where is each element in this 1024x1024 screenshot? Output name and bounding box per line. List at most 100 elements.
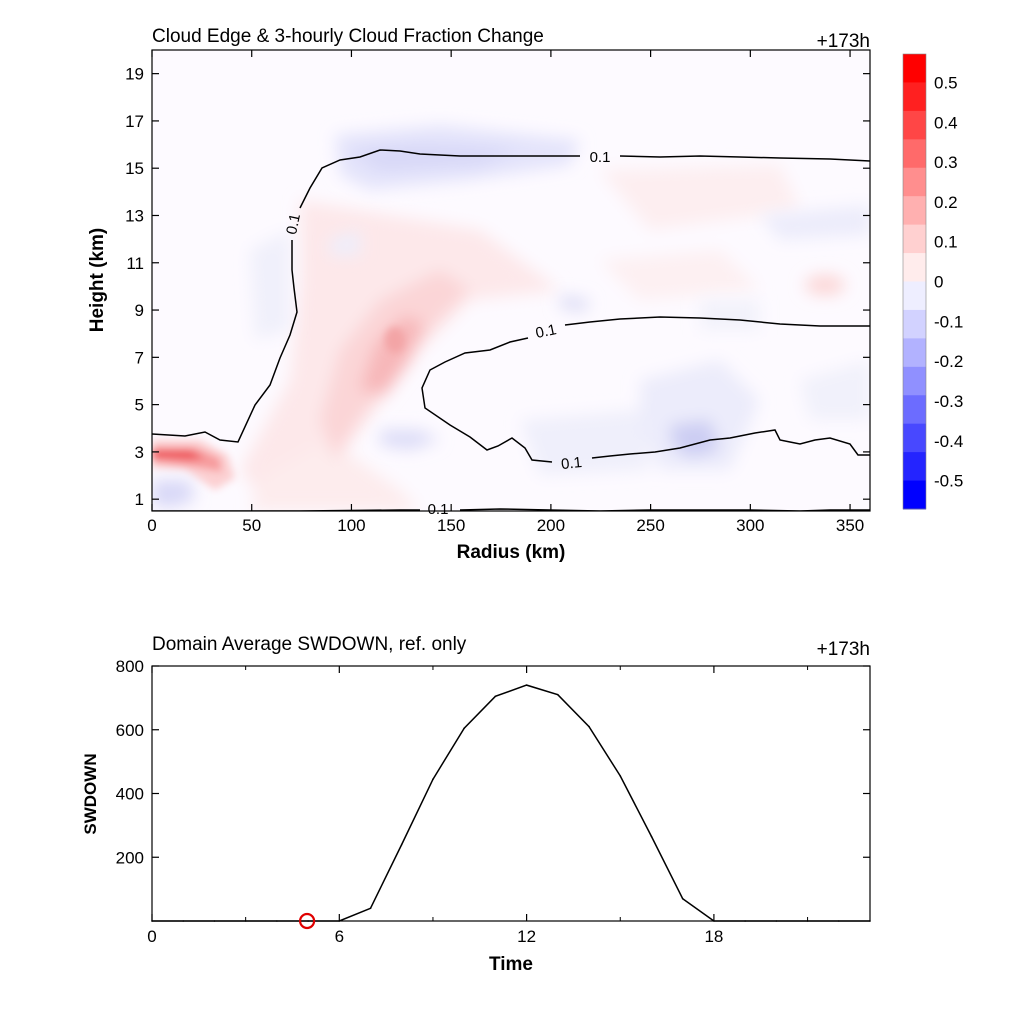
swdown-point [869, 920, 871, 922]
colorbar-label: 0.5 [934, 73, 958, 92]
top-y-axis-label: Height (km) [87, 228, 108, 333]
bottom-y-axis-label: SWDOWN [81, 753, 100, 834]
swdown-point [151, 920, 153, 922]
x-tick-label: 0 [147, 516, 156, 535]
swdown-point [713, 920, 715, 922]
contour-mid-upper [564, 316, 870, 327]
contour-label: 0.1 [590, 149, 611, 166]
swdown-point [588, 725, 590, 728]
x-tick-label: 250 [636, 516, 664, 535]
contour-label: 0.1 [428, 501, 449, 518]
y-tick-label: 800 [116, 657, 144, 676]
swdown-point [525, 684, 528, 686]
cloud-fraction-panel: Cloud Edge & 3-hourly Cloud Fraction Cha… [87, 26, 963, 563]
x-tick-label: 300 [736, 516, 764, 535]
swdown-point [432, 778, 434, 780]
contour-label: 0.1 [560, 454, 583, 473]
colorbar-label: 0.2 [934, 193, 958, 212]
colorbar-frame [902, 53, 927, 510]
y-tick-label: 3 [135, 443, 144, 462]
swdown-point [837, 920, 840, 922]
colorbar-swatch [903, 366, 926, 396]
swdown-point [213, 920, 216, 922]
x-tick-label: 6 [335, 927, 344, 946]
colorbar-swatch [903, 395, 926, 425]
contour-outer-cloud-edge [152, 149, 870, 443]
y-tick-label: 13 [125, 206, 144, 225]
colorbar-label: -0.2 [934, 352, 963, 371]
y-tick-label: 1 [135, 490, 144, 509]
contour-label: 0.1 [283, 212, 304, 236]
x-tick-label: 0 [147, 927, 156, 946]
swdown-point [619, 775, 622, 777]
y-tick-label: 400 [116, 785, 144, 804]
y-tick-label: 17 [125, 112, 144, 131]
bottom-axes: 0 6 12 18 200 400 600 800 [116, 657, 870, 946]
swdown-panel: Domain Average SWDOWN, ref. only +173h 0… [81, 634, 871, 975]
swdown-point [182, 920, 185, 922]
y-tick-label: 200 [116, 848, 144, 867]
bottom-plot-frame [151, 665, 871, 922]
colorbar-swatch [903, 338, 926, 368]
x-tick-label: 18 [704, 927, 723, 946]
x-tick-label: 12 [517, 927, 536, 946]
heatmap-field [152, 50, 870, 511]
y-tick-label: 19 [125, 65, 144, 84]
y-tick-label: 7 [135, 348, 144, 367]
swdown-point [775, 920, 778, 922]
y-tick-label: 600 [116, 721, 144, 740]
colorbar-label: -0.3 [934, 392, 963, 411]
swdown-point [806, 920, 809, 922]
swdown-series-line [152, 684, 870, 922]
swdown-point [338, 920, 341, 922]
y-tick-label: 11 [126, 254, 144, 273]
colorbar-label: 0.3 [934, 153, 958, 172]
x-tick-label: 200 [537, 516, 565, 535]
colorbar-swatch [903, 82, 926, 112]
colorbar-swatch [903, 452, 926, 482]
swdown-point [463, 727, 465, 729]
bottom-chart-time-label: +173h [817, 639, 870, 660]
swdown-point [400, 843, 403, 846]
colorbar-swatch [903, 281, 926, 311]
top-chart-title: Cloud Edge & 3-hourly Cloud Fraction Cha… [152, 26, 544, 47]
colorbar-swatch [903, 309, 926, 339]
y-tick-label: 9 [135, 301, 144, 320]
colorbar-label: 0.1 [934, 233, 958, 252]
colorbar-swatch [903, 224, 926, 254]
swdown-point [307, 920, 309, 922]
bottom-x-axis-label: Time [489, 954, 533, 975]
swdown-point [557, 693, 559, 696]
colorbar-label: -0.5 [934, 472, 963, 491]
bottom-chart-title: Domain Average SWDOWN, ref. only [152, 634, 467, 655]
colorbar-label: -0.1 [934, 312, 963, 331]
swdown-point [744, 920, 746, 922]
y-tick-label: 15 [125, 159, 144, 178]
current-time-marker [298, 912, 316, 930]
colorbar-swatch [903, 167, 926, 197]
colorbar-swatch [903, 253, 926, 282]
swdown-point [681, 897, 684, 900]
colorbar-swatch [903, 196, 926, 226]
y-tick-label: 5 [135, 396, 144, 415]
contour-label: 0.1 [534, 321, 558, 342]
top-x-axis-label: Radius (km) [457, 542, 566, 563]
swdown-point [650, 835, 653, 838]
colorbar-swatch [903, 54, 926, 83]
colorbar-swatch [903, 139, 926, 169]
colorbar-swatch [903, 423, 926, 453]
x-tick-label: 50 [242, 516, 261, 535]
colorbar-swatch [903, 480, 926, 510]
swdown-point [369, 907, 372, 910]
colorbar-label: -0.4 [934, 432, 963, 451]
swdown-points [151, 684, 871, 922]
top-chart-time-label: +173h [817, 31, 870, 52]
colorbar-label: 0.4 [934, 113, 958, 132]
swdown-point [494, 695, 497, 698]
colorbar: 0.5 0.4 0.3 0.2 0.1 0 -0.1 -0.2 -0.3 -0.4 -0.5 [902, 53, 963, 510]
colorbar-label: 0 [934, 273, 943, 292]
x-tick-label: 100 [337, 516, 365, 535]
swdown-point [244, 920, 247, 922]
